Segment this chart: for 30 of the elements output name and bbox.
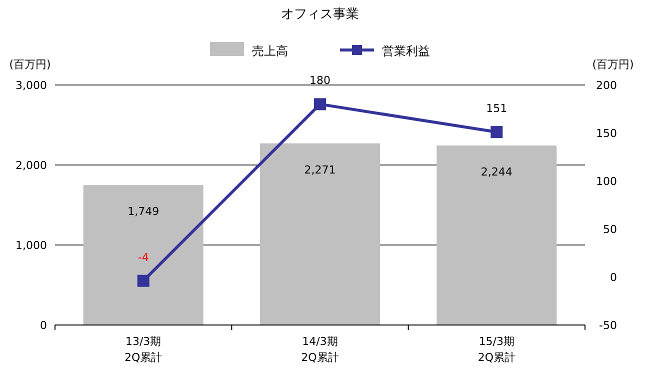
y2-tick-label: 0 [610,271,617,284]
data-label: 151 [486,102,508,116]
x-tick-label: 13/3期 2Q累計 [124,335,162,364]
point [490,126,503,138]
legend-label: 営業利益 [382,44,430,58]
data-label: -4 [138,250,149,264]
data-label: 2,271 [304,163,336,176]
point [314,98,326,110]
bar [83,185,204,325]
y2-tick-label: 150 [596,127,617,140]
y2-tick-label: 100 [596,175,617,188]
x-tick-label: 15/3期 2Q累計 [478,335,516,364]
y-axis-title: (百万円) [9,58,51,71]
y-tick-label: 1,000 [16,239,47,252]
y-tick-label: 3,000 [16,79,47,92]
chart-title: オフィス事業 [281,7,359,22]
y2-tick-label: -50 [599,319,617,332]
legend-label: 売上高 [252,44,288,58]
data-label: 180 [310,74,330,88]
y2-tick-label: 200 [596,79,617,92]
y2-tick-label: 50 [603,223,617,236]
x-tick-label: 14/3期 2Q累計 [301,335,339,364]
data-label: 2,244 [480,165,512,178]
bar [436,145,557,325]
data-label: 1,749 [128,205,160,218]
y2-axis-title: (百万円) [592,58,634,71]
y-tick-label: 2,000 [16,159,47,172]
y-tick-label: 0 [40,319,47,332]
bar [260,143,380,325]
point [137,274,150,287]
